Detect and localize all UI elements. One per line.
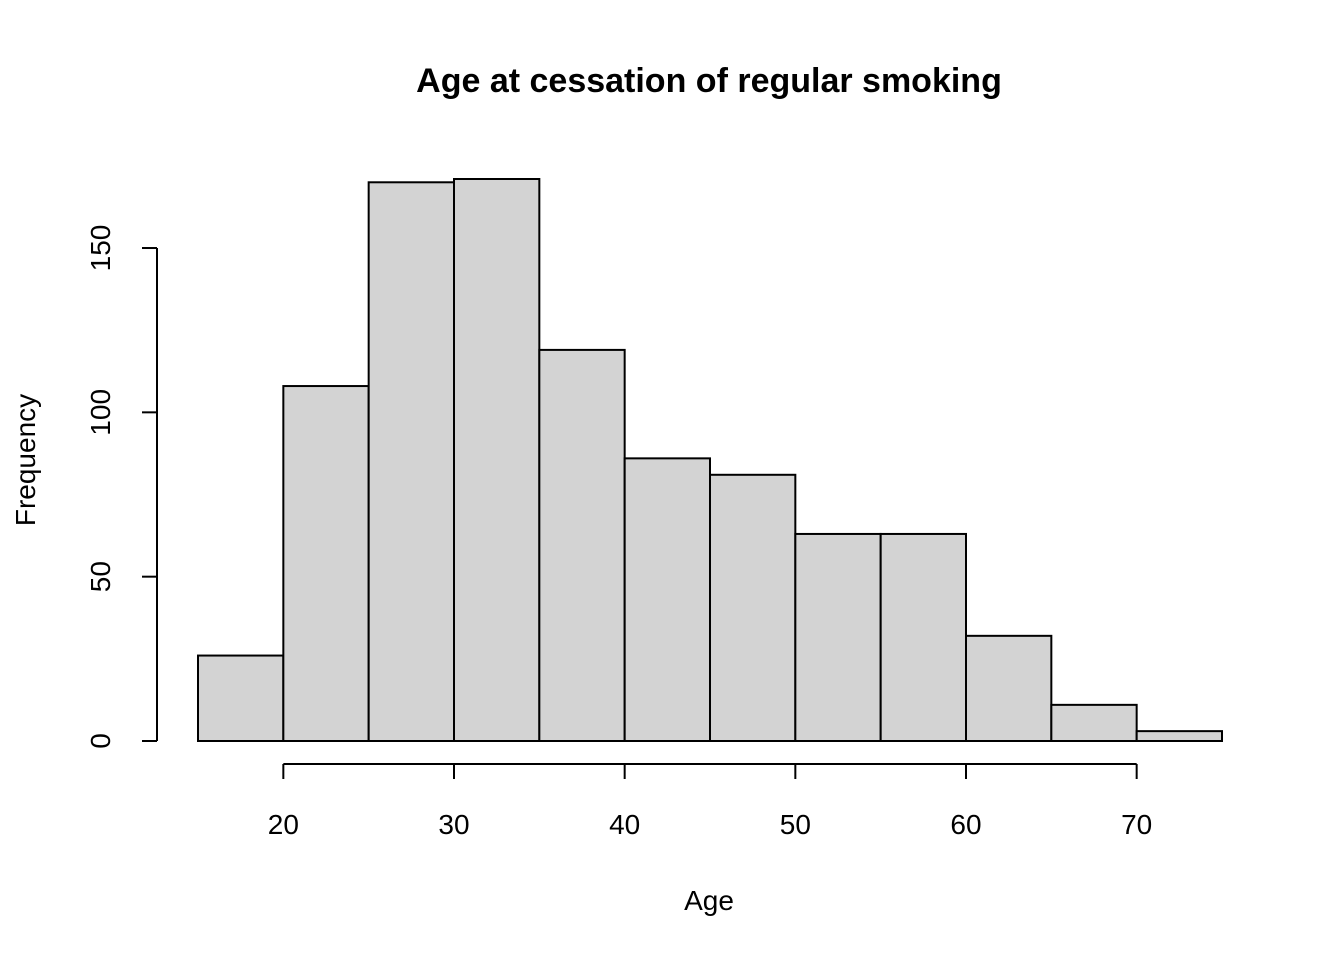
y-tick-label: 150 bbox=[85, 225, 116, 272]
x-tick-label: 70 bbox=[1121, 809, 1152, 840]
histogram-bar bbox=[965, 634, 1053, 742]
y-axis: 0 50 100 150 bbox=[85, 225, 158, 749]
histogram-bar bbox=[1050, 703, 1138, 743]
histogram-bar bbox=[879, 532, 968, 743]
histogram-bar bbox=[453, 178, 541, 742]
y-tick-label: 50 bbox=[85, 561, 116, 592]
histogram-bar bbox=[282, 385, 370, 742]
histogram-bar bbox=[794, 532, 882, 743]
histogram-bar bbox=[367, 181, 455, 742]
chart-title: Age at cessation of regular smoking bbox=[416, 62, 1002, 100]
x-tick-label: 20 bbox=[268, 809, 299, 840]
x-tick-label: 60 bbox=[950, 809, 981, 840]
bars-group bbox=[197, 178, 1223, 743]
x-axis-label: Age bbox=[684, 885, 734, 916]
histogram-bar bbox=[709, 473, 797, 742]
y-axis-label: Frequency bbox=[10, 394, 41, 526]
x-tick-label: 50 bbox=[780, 809, 811, 840]
y-tick-label: 0 bbox=[85, 733, 116, 749]
y-tick-label: 100 bbox=[85, 389, 116, 436]
histogram-bar bbox=[623, 457, 712, 742]
x-axis: 20 30 40 50 60 70 bbox=[268, 763, 1152, 840]
x-tick-label: 40 bbox=[609, 809, 640, 840]
histogram-bar bbox=[197, 654, 285, 742]
x-tick-label: 30 bbox=[438, 809, 469, 840]
histogram-bar bbox=[538, 348, 626, 742]
histogram-bar bbox=[1135, 730, 1223, 743]
